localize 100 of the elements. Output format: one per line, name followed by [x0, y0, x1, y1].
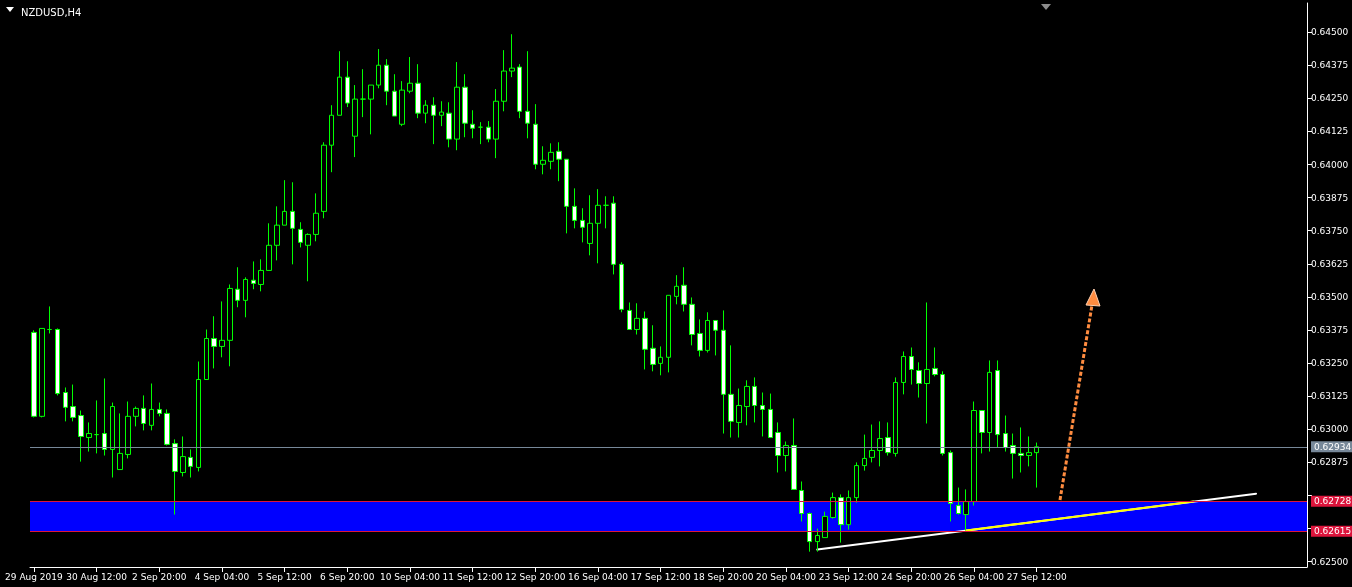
candlestick: [431, 96, 436, 145]
candlestick: [893, 376, 898, 458]
y-tick-label: 0.62875: [1311, 457, 1349, 468]
candlestick: [211, 315, 217, 369]
x-tick-label: 16 Sep 04:00: [567, 571, 629, 582]
candlestick: [180, 435, 186, 477]
candlestick: [924, 301, 930, 424]
y-tick-label: 0.64250: [1311, 93, 1349, 104]
chart-title: NZDUSD,H4: [21, 6, 82, 18]
candlestick: [619, 261, 624, 313]
candlestick: [266, 222, 272, 271]
candlestick: [556, 141, 562, 182]
candlestick: [736, 388, 742, 439]
candlestick: [493, 88, 499, 159]
candlestick: [392, 73, 397, 117]
candlestick: [407, 56, 413, 94]
candlestick: [462, 73, 468, 138]
x-tick-label: 24 Sep 20:00: [881, 571, 942, 582]
x-tick-label: 10 Sep 04:00: [379, 571, 441, 582]
candlestick: [454, 61, 460, 151]
candlestick: [658, 345, 663, 376]
candlestick: [1018, 426, 1024, 473]
candlestick: [971, 401, 977, 507]
candlestick: [439, 100, 444, 127]
candlestick: [595, 188, 601, 264]
candlestick: [611, 195, 616, 275]
candlestick: [987, 359, 992, 453]
candlestick: [94, 399, 99, 454]
ref-line-label: 0.62728: [1314, 496, 1352, 507]
x-tick-label: 29 Aug 2019: [5, 571, 64, 582]
candlestick: [133, 406, 139, 427]
candlestick: [55, 327, 60, 396]
candlestick: [352, 84, 358, 158]
candlestick: [995, 359, 1000, 449]
candlestick: [282, 179, 287, 226]
candlestick: [799, 480, 804, 522]
candlestick: [470, 109, 475, 139]
candlestick: [86, 421, 92, 453]
candlestick: [956, 487, 961, 516]
candlestick: [807, 511, 812, 553]
candlestick: [775, 421, 781, 473]
candlestick: [63, 386, 68, 422]
candlestick: [822, 511, 828, 539]
y-tick-label: 0.64375: [1311, 60, 1349, 71]
candlestick: [705, 311, 710, 354]
y-tick-label: 0.63500: [1311, 291, 1349, 302]
x-tick-label: 5 Sep 12:00: [257, 571, 313, 582]
candlestick: [78, 410, 84, 463]
candlestick: [313, 192, 319, 242]
ref-line-label: 0.62934: [1314, 441, 1352, 452]
candlestick: [102, 377, 107, 457]
candlestick: [948, 449, 953, 522]
candlestick: [603, 195, 609, 229]
candlestick: [423, 99, 428, 124]
candlestick: [274, 205, 280, 261]
candlestick: [1026, 435, 1032, 467]
candlestick: [533, 103, 538, 170]
candlestick: [243, 276, 248, 318]
x-tick-label: 12 Sep 20:00: [505, 571, 566, 582]
candlestick: [376, 48, 381, 89]
candlestick: [760, 392, 765, 437]
candlestick: [572, 187, 577, 229]
candlestick: [768, 393, 773, 439]
candlestick: [329, 104, 334, 173]
candlestick: [501, 49, 507, 112]
candlestick: [31, 329, 37, 418]
candlestick: [940, 370, 945, 457]
candlestick: [681, 266, 687, 312]
candlestick: [838, 493, 844, 544]
candlestick: [509, 33, 515, 78]
candlestick: [932, 346, 938, 377]
candlestick: [149, 383, 154, 431]
ref-line-label: 0.62615: [1314, 526, 1352, 537]
candlestick: [752, 376, 757, 423]
x-tick-label: 27 Sep 12:00: [1006, 571, 1068, 582]
x-tick-label: 30 Aug 12:00: [66, 571, 128, 582]
candlestick: [650, 324, 656, 372]
candlestick: [70, 384, 76, 422]
candlestick: [360, 68, 366, 118]
candlestick: [164, 408, 170, 446]
candlestick: [305, 232, 311, 282]
candlestick: [251, 260, 256, 290]
candlestick: [634, 302, 640, 336]
candlestick: [258, 258, 264, 292]
candlestick: [674, 274, 679, 305]
candlestick: [110, 402, 115, 478]
candlestick: [337, 50, 342, 116]
candlestick: [188, 448, 193, 478]
x-tick-label: 26 Sep 04:00: [944, 571, 1005, 582]
candlestick: [540, 145, 546, 175]
candlestick: [791, 417, 797, 490]
candlestick: [869, 424, 875, 463]
y-tick-label: 0.63875: [1311, 192, 1349, 203]
candlestick: [117, 412, 123, 471]
x-tick-label: 18 Sep 20:00: [693, 571, 754, 582]
x-tick-label: 6 Sep 20:00: [320, 571, 375, 582]
candlestick: [204, 328, 209, 381]
candlestick: [345, 60, 350, 108]
candlestick: [830, 492, 836, 520]
candlestick: [486, 120, 491, 143]
